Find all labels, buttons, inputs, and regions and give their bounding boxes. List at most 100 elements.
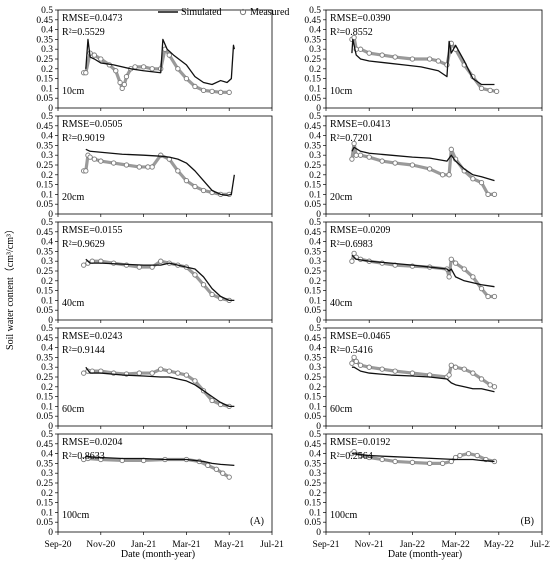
y-tick-label: 0.5 xyxy=(41,112,53,122)
y-tick-label: 0.35 xyxy=(304,141,321,151)
measured-point xyxy=(435,58,441,64)
r2-label: R²=0.9629 xyxy=(62,239,105,250)
depth-label: 40cm xyxy=(62,298,84,309)
simulated-series-line xyxy=(85,455,235,467)
rmse-label: RMSE=0.0192 xyxy=(330,437,390,448)
x-tick-label: Sep-21 xyxy=(313,540,340,550)
panel-b-60cm: 00.050.10.150.20.250.30.350.40.450.5 RMSE… xyxy=(304,324,543,432)
y-tick-label: 0.5 xyxy=(309,112,321,122)
y-tick-label: 0.05 xyxy=(304,412,321,422)
panel-letter: (B) xyxy=(521,516,534,527)
r2-label: R²=0.6983 xyxy=(330,239,373,250)
measured-point xyxy=(461,266,467,272)
measured-point xyxy=(213,466,220,472)
measured-point xyxy=(183,372,190,378)
r2-label: R²=0.7201 xyxy=(330,133,373,144)
y-tick-label: 0.45 xyxy=(304,228,321,238)
measured-point xyxy=(448,146,454,152)
y-tick-label: 0.5 xyxy=(41,430,53,440)
y-tick-label: 0.1 xyxy=(41,84,53,94)
r2-label: R²=0.8633 xyxy=(62,451,105,462)
y-tick-label: 0 xyxy=(316,210,321,220)
depth-label: 10cm xyxy=(62,86,84,97)
rmse-label: RMSE=0.0390 xyxy=(330,13,390,24)
measured-point xyxy=(81,262,87,268)
measured-series-line xyxy=(82,153,231,196)
y-tick-label: 0.15 xyxy=(36,287,53,297)
x-tick-label: May-21 xyxy=(214,540,244,550)
simulated-series-line xyxy=(85,366,235,408)
simulated-series-line xyxy=(351,452,495,463)
measured-point xyxy=(136,370,142,376)
measured-point xyxy=(452,260,459,266)
depth-label: 60cm xyxy=(62,404,84,415)
panel-a-10cm: 00.050.10.150.20.250.30.350.40.450.5 RMSE… xyxy=(36,6,273,114)
y-tick-label: 0.45 xyxy=(304,440,321,450)
x-tick-label: Mar-21 xyxy=(172,540,201,550)
y-tick-label: 0.4 xyxy=(309,450,321,460)
y-tick-label: 0.35 xyxy=(304,247,321,257)
y-tick-label: 0.3 xyxy=(309,151,321,161)
measured-point xyxy=(366,364,372,370)
y-tick-label: 0.2 xyxy=(309,277,321,287)
y-tick-label: 0.35 xyxy=(304,459,321,469)
y-tick-label: 0.35 xyxy=(36,141,53,151)
panel-group: 00.050.10.150.20.250.30.350.40.450.5RMSE… xyxy=(36,6,550,550)
panel-a-40cm: 00.050.10.150.20.250.30.350.40.450.5 RMSE… xyxy=(36,218,273,326)
measured-point xyxy=(83,168,89,174)
y-tick-label: 0.2 xyxy=(41,65,53,75)
measured-point xyxy=(351,34,357,41)
y-tick-label: 0.15 xyxy=(304,75,321,85)
measured-point xyxy=(491,293,498,300)
measured-point xyxy=(351,354,357,361)
rmse-label: RMSE=0.0473 xyxy=(62,13,122,24)
measured-series-line xyxy=(82,367,231,408)
measured-series-line xyxy=(350,450,497,465)
y-tick-label: 0.25 xyxy=(304,373,321,383)
depth-label: 100cm xyxy=(330,510,357,521)
legend-measured-marker xyxy=(239,8,247,16)
rmse-label: RMSE=0.0204 xyxy=(62,437,122,448)
measured-point xyxy=(123,262,130,268)
measured-point xyxy=(166,52,172,58)
measured-point xyxy=(98,158,104,164)
plot-frame xyxy=(57,433,273,533)
measured-point xyxy=(409,56,416,62)
measured-point xyxy=(192,83,198,90)
y-tick-label: 0.25 xyxy=(36,373,53,383)
y-tick-label: 0.2 xyxy=(41,277,53,287)
measured-point xyxy=(491,191,498,198)
measured-point xyxy=(226,474,232,480)
y-tick-label: 0.5 xyxy=(41,218,53,228)
x-tick-label: Jul-22 xyxy=(530,540,550,550)
y-tick-label: 0.05 xyxy=(304,200,321,210)
y-tick-label: 0.4 xyxy=(41,450,53,460)
x-axis-title-b: Date (month-year) xyxy=(388,549,462,560)
y-tick-label: 0 xyxy=(48,210,53,220)
measured-point xyxy=(83,70,89,76)
x-tick-label: Sep-20 xyxy=(45,540,72,550)
measured-point xyxy=(427,460,433,467)
measured-point xyxy=(392,458,398,465)
y-tick-label: 0.25 xyxy=(36,479,53,489)
rmse-label: RMSE=0.0505 xyxy=(62,119,122,130)
y-tick-label: 0 xyxy=(48,104,53,114)
y-tick-label: 0.15 xyxy=(304,287,321,297)
y-tick-label: 0.05 xyxy=(304,306,321,316)
y-tick-label: 0.4 xyxy=(309,132,321,142)
panel-letter: (A) xyxy=(250,516,264,527)
y-tick-label: 0.3 xyxy=(309,257,321,267)
simulated-series-line xyxy=(351,38,495,86)
y-tick-label: 0.35 xyxy=(36,35,53,45)
measured-point xyxy=(87,154,93,160)
measured-point xyxy=(470,370,476,376)
x-axis-title-a: Date (month-year) xyxy=(121,549,195,560)
plot-frame xyxy=(57,221,273,321)
y-tick-label: 0.35 xyxy=(36,459,53,469)
measured-point xyxy=(158,366,164,372)
r2-label: R²=0.5529 xyxy=(62,27,105,38)
depth-label: 20cm xyxy=(62,192,84,203)
y-tick-label: 0.45 xyxy=(304,122,321,132)
measured-point xyxy=(457,452,463,459)
measured-point xyxy=(474,452,480,459)
